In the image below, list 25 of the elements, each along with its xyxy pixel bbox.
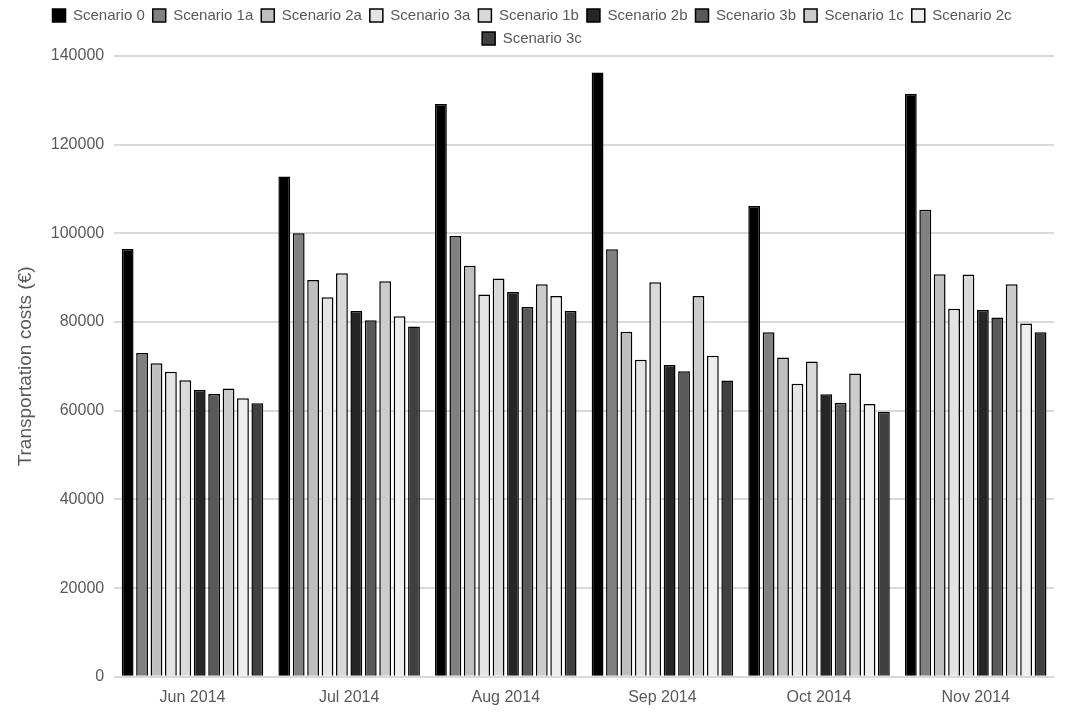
y-tick-label: 0 bbox=[95, 667, 105, 685]
legend-label: Scenario 2a bbox=[281, 5, 363, 23]
legend-label: Scenario 3b bbox=[716, 5, 797, 23]
x-tick-label: Sep 2014 bbox=[628, 687, 697, 705]
y-tick-label: 140000 bbox=[50, 46, 105, 64]
y-tick-label: 60000 bbox=[59, 401, 105, 419]
legend-label: Scenario 1c bbox=[824, 5, 905, 23]
x-tick-label: Nov 2014 bbox=[941, 687, 1011, 705]
y-axis-title: Transportation costs (€) bbox=[13, 266, 35, 467]
legend-label: Scenario 1a bbox=[173, 5, 254, 23]
legend-label: Scenario 3c bbox=[502, 28, 583, 46]
legend-label: Scenario 0 bbox=[73, 5, 145, 23]
y-tick-label: 120000 bbox=[50, 135, 105, 153]
legend-label: Scenario 1b bbox=[498, 5, 579, 23]
x-tick-label: Jul 2014 bbox=[318, 687, 380, 705]
y-tick-label: 100000 bbox=[50, 223, 105, 241]
legend-label: Scenario 3a bbox=[390, 5, 472, 23]
y-tick-label: 40000 bbox=[59, 489, 105, 507]
legend-label: Scenario 2c bbox=[932, 5, 1012, 23]
y-tick-label: 80000 bbox=[59, 312, 105, 330]
y-tick-label: 20000 bbox=[59, 578, 105, 596]
x-tick-label: Oct 2014 bbox=[786, 687, 852, 705]
legend-label: Scenario 2b bbox=[607, 5, 688, 23]
x-tick-label: Aug 2014 bbox=[471, 687, 541, 705]
x-tick-label: Jun 2014 bbox=[159, 687, 226, 705]
